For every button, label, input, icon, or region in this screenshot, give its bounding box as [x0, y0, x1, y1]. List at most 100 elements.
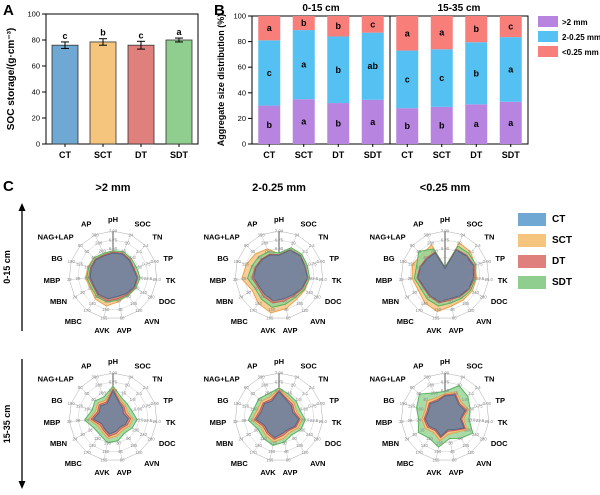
legend-item-SCT: SCT — [518, 234, 572, 247]
radar-grid-ring — [409, 381, 481, 452]
radar-tick-label: 40 — [257, 397, 262, 402]
radar-grid-ring — [243, 381, 315, 452]
radar-tick-label: 20 — [246, 432, 251, 437]
radar-tick-label: 24 — [416, 417, 421, 422]
radar-tick-label: 135 — [104, 440, 112, 445]
radar-chart: 7.006.756.502420162.42.11.80.900.750.602… — [38, 357, 177, 477]
radar-tick-label: 28 — [408, 276, 413, 281]
radar-tick-label: 20 — [125, 382, 130, 387]
radar-tick-label: 280 — [480, 437, 488, 442]
radar-series-CT — [417, 249, 474, 303]
radar-tick-label: 24 — [250, 417, 255, 422]
legend-label: SDT — [552, 277, 572, 288]
radar-tick-label: 20.0 — [467, 275, 476, 280]
radar-tick-label: 0.90 — [483, 401, 492, 406]
radar-tick-label: 165 — [100, 316, 108, 321]
radar-tick-label: 110 — [426, 294, 433, 299]
radar-tick-label: 80 — [410, 385, 415, 390]
legend-label: <0.25 mm — [562, 48, 599, 57]
x-category-label: SCT — [295, 150, 314, 160]
radar-tick-label: 140 — [89, 301, 97, 306]
radar-tick-label: 6.50 — [275, 388, 284, 393]
radar-tick-label: 240 — [140, 290, 148, 295]
sig-letter: a — [474, 119, 480, 129]
radar-tick-label: 32 — [67, 419, 72, 424]
bar-CT — [51, 44, 79, 145]
radar-tick-label: 2.1 — [302, 391, 309, 396]
stack-segment — [396, 16, 419, 51]
radar-tick-label: 60 — [120, 316, 125, 321]
radar-axis-label-BG: BG — [217, 254, 228, 263]
radar-tick-label: 280 — [261, 240, 269, 245]
radar-tick-label: 170 — [250, 308, 258, 313]
radar-tick-label: 125 — [76, 404, 84, 409]
radar-tick-label: 45 — [450, 307, 455, 312]
legend-swatch — [538, 46, 558, 57]
radar-tick-label: 0.90 — [483, 259, 492, 264]
stack-segment — [499, 37, 522, 102]
radar-axis-label-AP: AP — [413, 220, 423, 229]
radar-axis-label-SOC: SOC — [301, 362, 318, 371]
radar-tick-label: 280 — [427, 382, 435, 387]
radar-tick-label: 24 — [405, 295, 410, 300]
radar-axis-label-AP: AP — [413, 362, 423, 371]
sig-letter: c — [138, 30, 143, 40]
x-category-label: CT — [59, 150, 71, 160]
y-axis-label: SOC storage/(g·cm⁻³) — [6, 28, 17, 131]
radar-tick-label: 24 — [129, 232, 134, 237]
radar-tick-label: 120 — [135, 450, 143, 455]
legend-swatch — [518, 213, 546, 226]
radar-tick-label: 135 — [436, 440, 444, 445]
sig-letter: a — [508, 64, 514, 74]
radar-axis-label-TN: TN — [152, 375, 162, 384]
radar-tick-label: 16 — [287, 248, 292, 253]
radar-tick-label: 105 — [462, 443, 470, 448]
radar-tick-label: 100 — [416, 406, 424, 411]
radar-tick-label: 60 — [250, 391, 255, 396]
radar-tick-label: 120 — [301, 308, 309, 313]
bar-SDT — [165, 39, 193, 145]
radar-axis-label-AVN: AVN — [310, 459, 325, 468]
group-title: 0-15 cm — [302, 3, 339, 14]
stack-segment — [327, 103, 350, 144]
radar-tick-label: 1.8 — [296, 255, 303, 260]
radar-axis-label-AVN: AVN — [144, 317, 159, 326]
radar-tick-label: 20.0 — [301, 275, 310, 280]
radar-tick-label: 200 — [464, 286, 472, 291]
radar-tick-label: 16 — [420, 428, 425, 433]
radar-axis-label-TK: TK — [166, 418, 177, 427]
radar-tick-label: 0.60 — [300, 406, 309, 411]
radar-tick-label: 60 — [416, 391, 421, 396]
radar-tick-label: 1.8 — [130, 397, 137, 402]
stack-segment — [258, 16, 281, 41]
legend-label: CT — [552, 214, 566, 225]
radar-tick-label: 24 — [84, 275, 89, 280]
sig-letter: b — [336, 21, 342, 31]
radar-series-CT — [255, 390, 300, 439]
sig-letter: c — [405, 74, 410, 84]
radar-tick-label: 110 — [94, 436, 101, 441]
radar-tick-label: 22.5 — [476, 418, 485, 423]
sig-letter: c — [439, 73, 444, 83]
radar-axis-label-pH: pH — [274, 357, 284, 366]
stack-segment — [465, 42, 488, 105]
legend-swatch — [518, 276, 546, 289]
radar-tick-label: 40 — [423, 397, 428, 402]
sig-letter: b — [439, 120, 445, 130]
radar-tick-label: 0.75 — [142, 404, 151, 409]
radar-tick-label: 125 — [76, 262, 84, 267]
stack-segment — [430, 16, 453, 50]
radar-axis-label-MBP: MBP — [210, 276, 227, 285]
radar-grid-ring — [409, 239, 481, 310]
radar-tick-label: 24 — [461, 232, 466, 237]
radar-tick-label: 20 — [412, 290, 417, 295]
radar-tick-label: 60 — [452, 316, 457, 321]
radar-tick-label: 25.0 — [319, 419, 328, 424]
radar-tick-label: 260 — [99, 248, 107, 253]
stack-segment — [430, 49, 453, 107]
radar-axis-label-BG: BG — [383, 254, 394, 263]
radar-tick-label: 60 — [416, 249, 421, 254]
sig-letter: b — [474, 24, 480, 34]
y-tick-label: 60 — [32, 62, 40, 71]
x-category-label: DT — [332, 150, 344, 160]
